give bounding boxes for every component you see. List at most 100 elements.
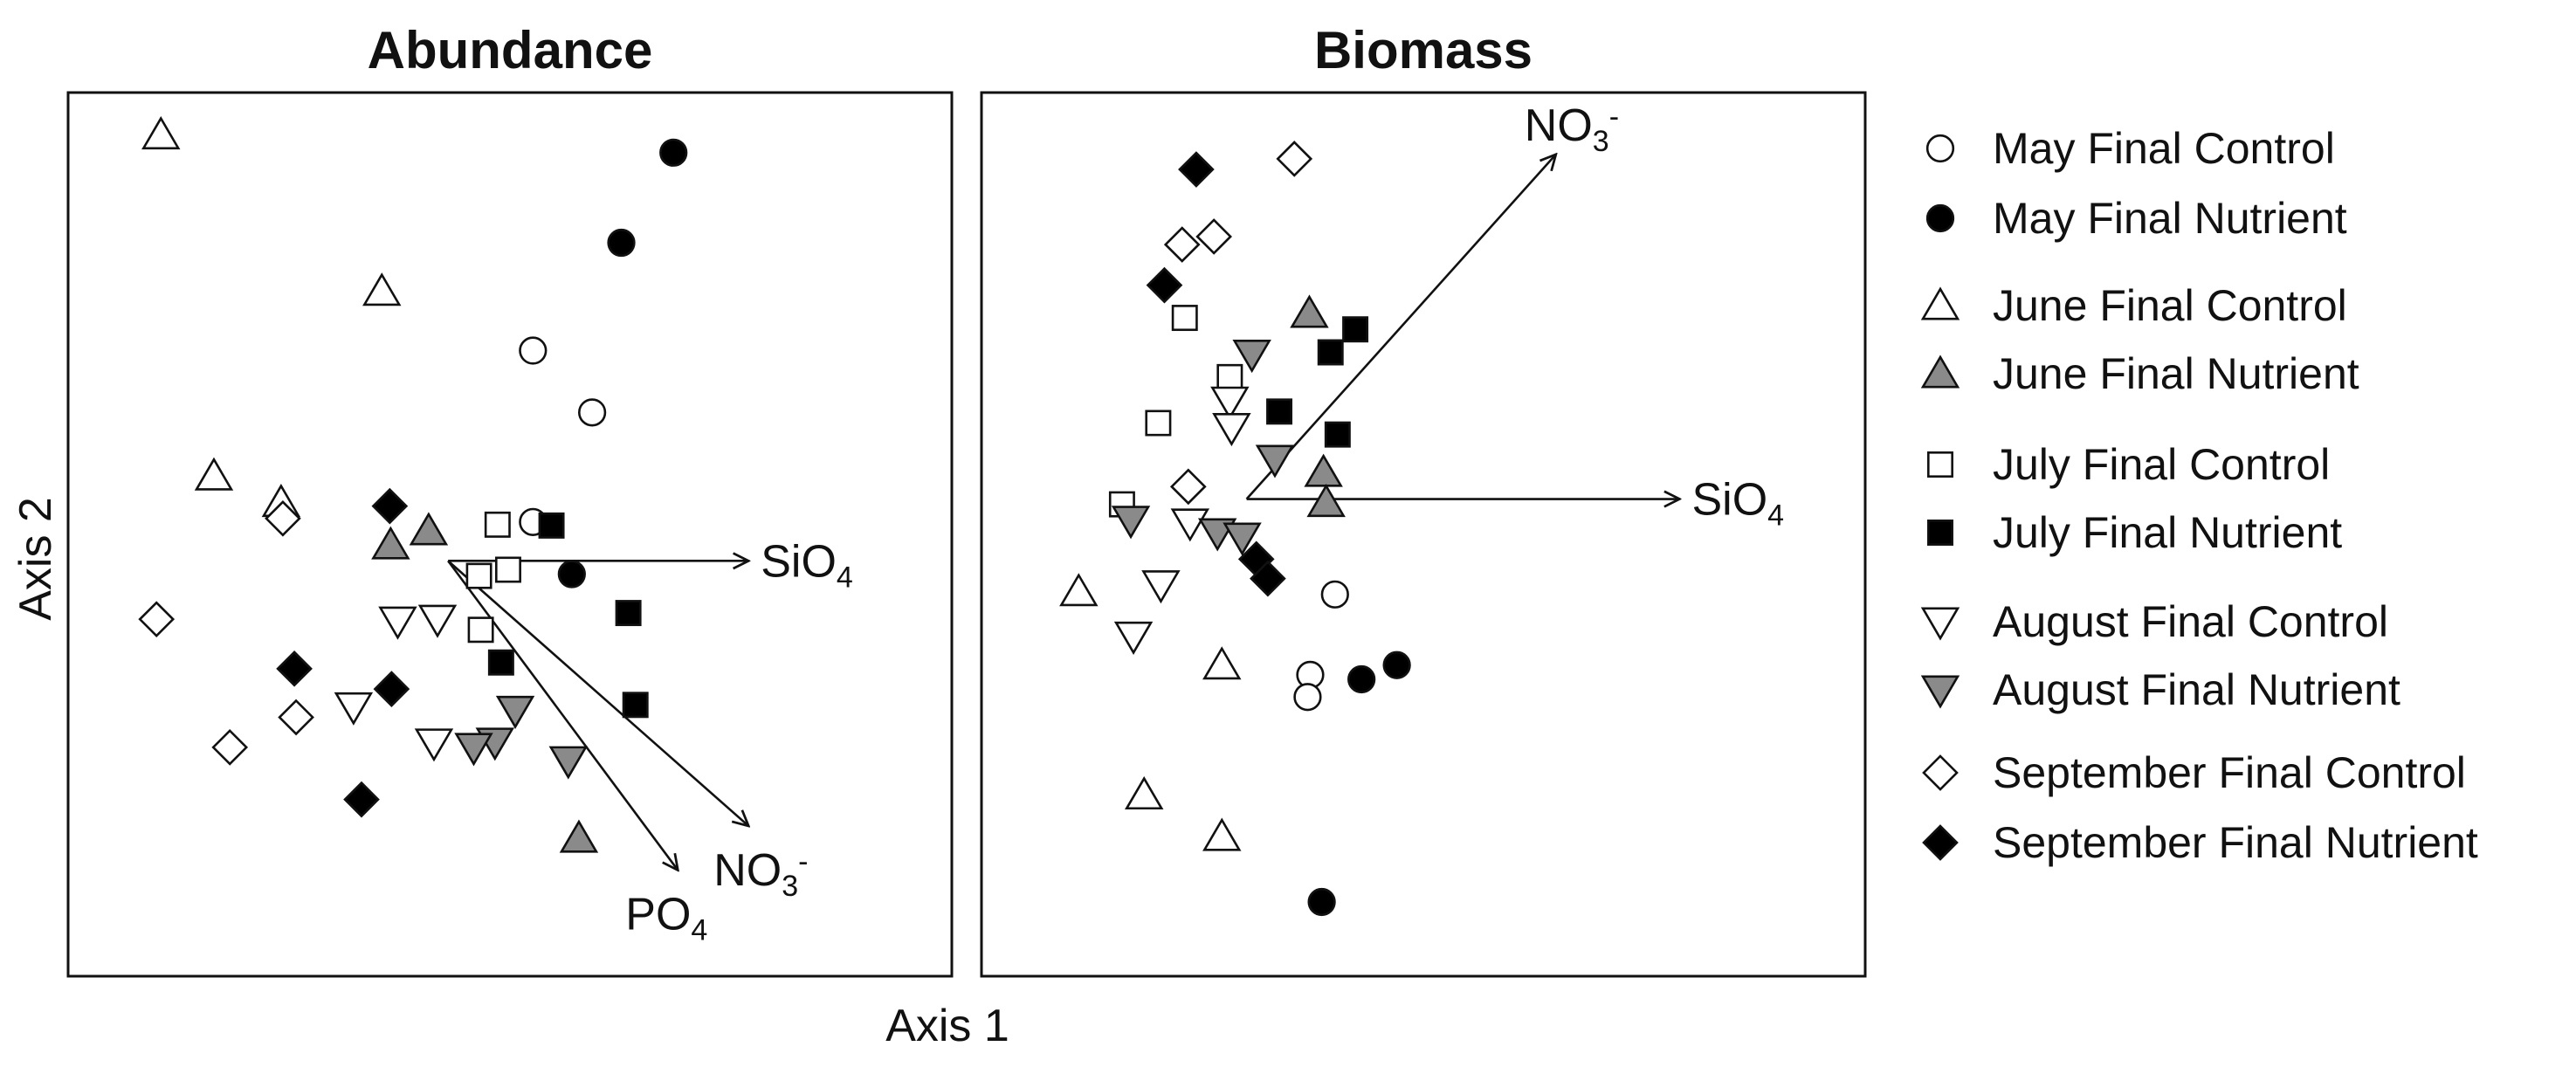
point-may-final-control: [1320, 580, 1349, 609]
point-august-final-nutrient: [1232, 340, 1271, 374]
point-august-final-control: [1113, 621, 1154, 655]
panel-abundance: Abundance SiO4 NO3-PO4: [66, 21, 954, 978]
point-august-final-control: [1212, 413, 1251, 447]
point-july-final-control: [494, 556, 521, 583]
point-september-final-control: [265, 499, 301, 537]
point-may-final-nutrient: [607, 228, 636, 258]
vector-no3-label: NO3-: [1525, 100, 1619, 158]
point-may-final-nutrient: [1347, 664, 1376, 694]
point-september-final-control: [1276, 141, 1313, 177]
point-august-final-nutrient: [548, 746, 589, 780]
point-august-final-control: [1141, 570, 1181, 604]
point-may-final-control: [1293, 683, 1322, 712]
point-july-final-nutrient: [1317, 339, 1344, 366]
point-may-final-control: [577, 398, 607, 427]
legend-label: June Final Control: [1993, 281, 2347, 330]
legend-label: May Final Control: [1993, 124, 2335, 173]
point-june-final-nutrient: [1290, 294, 1329, 328]
point-july-final-control: [1216, 363, 1243, 390]
point-august-final-nutrient: [495, 695, 535, 729]
point-september-final-control: [138, 601, 176, 637]
point-august-final-control: [334, 692, 374, 726]
point-june-final-control: [1202, 817, 1242, 851]
vector-sio4-label: SiO4: [761, 536, 853, 594]
legend-label: July Final Control: [1993, 440, 2330, 489]
legend-marker-september-final-control: [1922, 754, 1959, 791]
panel-title: Biomass: [1314, 21, 1533, 79]
panel-biomass: Biomass NO3- SiO4: [980, 21, 1867, 978]
point-august-final-control: [1170, 508, 1210, 542]
legend-marker-may-final-control: [1925, 134, 1955, 163]
point-july-final-nutrient: [622, 692, 649, 719]
point-july-final-control: [467, 616, 494, 644]
point-september-final-nutrient: [343, 781, 380, 818]
point-june-final-control: [362, 272, 402, 306]
vector-po4-label: PO4: [625, 890, 707, 947]
point-august-final-nutrient: [1255, 444, 1295, 478]
point-july-final-nutrient: [615, 600, 642, 627]
legend-marker-june-final-control: [1920, 286, 1960, 320]
legend-label: September Final Control: [1993, 748, 2466, 797]
point-september-final-nutrient: [1178, 151, 1215, 188]
point-may-final-nutrient: [659, 138, 688, 167]
point-july-final-control: [484, 511, 511, 538]
point-september-final-control: [278, 699, 314, 736]
panel-title: Abundance: [368, 21, 653, 79]
plot-frame: [980, 91, 1867, 978]
point-june-final-control: [194, 457, 234, 491]
legend-label: August Final Control: [1993, 597, 2388, 646]
point-june-final-control: [141, 115, 181, 150]
point-september-final-control: [1163, 226, 1201, 263]
vectors-layer: SiO4 NO3-PO4: [447, 536, 853, 947]
point-august-final-control: [1210, 386, 1250, 420]
legend: May Final Control May Final Nutrient June …: [1920, 124, 2478, 867]
point-july-final-nutrient: [487, 649, 514, 676]
point-august-final-control: [414, 728, 454, 762]
point-august-final-nutrient: [454, 733, 493, 767]
x-axis-label: Axis 1: [885, 1001, 1009, 1051]
point-june-final-control: [1059, 573, 1099, 607]
legend-marker-september-final-nutrient: [1922, 824, 1959, 861]
vectors-layer: NO3- SiO4: [1245, 100, 1784, 533]
point-june-final-control: [1202, 646, 1242, 680]
legend-marker-may-final-nutrient: [1925, 203, 1955, 233]
point-july-final-nutrient: [1266, 398, 1293, 425]
vector-no3-label: NO3-: [713, 845, 808, 903]
vector-po4-arrow: [447, 560, 678, 870]
point-may-final-nutrient: [1307, 887, 1336, 917]
point-september-final-control: [1195, 218, 1232, 255]
point-july-final-control: [1171, 305, 1198, 332]
point-july-final-control: [1145, 410, 1172, 437]
point-august-final-control: [378, 606, 417, 640]
point-june-final-nutrient: [559, 819, 599, 853]
legend-marker-july-final-control: [1927, 451, 1953, 478]
legend-marker-august-final-control: [1920, 607, 1960, 641]
point-august-final-control: [417, 604, 458, 638]
legend-label: May Final Nutrient: [1993, 194, 2347, 243]
point-september-final-nutrient: [276, 650, 313, 687]
legend-label: June Final Nutrient: [1993, 349, 2359, 398]
point-july-final-control: [465, 562, 492, 589]
point-may-final-nutrient: [557, 560, 586, 589]
legend-marker-august-final-nutrient: [1920, 675, 1960, 709]
point-july-final-nutrient: [538, 512, 565, 539]
points-layer: [1059, 141, 1411, 917]
legend-label: July Final Nutrient: [1993, 508, 2342, 557]
point-july-final-nutrient: [1342, 316, 1369, 343]
point-august-final-nutrient: [1111, 506, 1151, 540]
point-june-final-nutrient: [409, 512, 449, 546]
point-september-final-nutrient: [373, 671, 410, 707]
point-september-final-nutrient: [1250, 560, 1286, 597]
point-august-final-nutrient: [1223, 522, 1262, 556]
point-june-final-nutrient: [1306, 483, 1346, 518]
point-september-final-nutrient: [371, 487, 409, 525]
y-axis-label: Axis 2: [10, 497, 61, 621]
legend-marker-july-final-nutrient: [1927, 520, 1953, 546]
plot-frame: [66, 91, 954, 978]
point-may-final-control: [519, 336, 548, 365]
point-september-final-nutrient: [1146, 266, 1183, 304]
vector-no3-arrow: [1245, 155, 1556, 500]
vector-sio4-label: SiO4: [1691, 475, 1784, 533]
legend-label: August Final Nutrient: [1993, 665, 2400, 714]
